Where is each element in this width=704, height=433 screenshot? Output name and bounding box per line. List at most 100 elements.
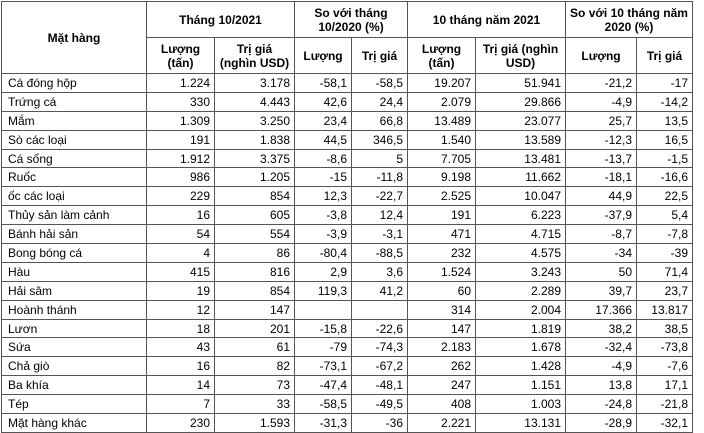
value-cell: -37,9 bbox=[565, 205, 637, 226]
value-cell: 3.250 bbox=[214, 110, 295, 131]
value-cell: 7.705 bbox=[407, 148, 476, 169]
value-cell: 33 bbox=[214, 394, 295, 415]
table-row: Trứng cá 330 4.443 42,6 24,4 2.079 29.866 -4,9-… bbox=[1, 91, 693, 112]
value-cell: 19.207 bbox=[407, 73, 476, 93]
value-cell: -18,1 bbox=[565, 167, 637, 188]
value-cell: 1.678 bbox=[475, 337, 566, 358]
table-row: Ba khía 14 73 -47,4 -48,1 247 1.151 13,8 17,1 bbox=[1, 375, 693, 396]
value-cell: 816 bbox=[214, 261, 295, 282]
value-cell: 10.047 bbox=[475, 186, 566, 207]
item-name-cell: Hải sâm bbox=[1, 280, 147, 301]
value-cell: 7 bbox=[146, 394, 215, 415]
value-cell: 1.309 bbox=[146, 110, 215, 131]
header-value-usd: Trị giá (nghìn USD) bbox=[214, 37, 295, 74]
item-name-cell: Mắm bbox=[1, 110, 147, 131]
value-cell: 13.589 bbox=[475, 129, 566, 150]
value-cell: -3,9 bbox=[294, 224, 352, 245]
value-cell: -34 bbox=[565, 243, 637, 263]
item-name-cell: Bánh hải sản bbox=[1, 224, 147, 245]
table-row: Chả giò 16 82 -73,1 -67,2 262 1.428 -4,9 -7,6 bbox=[1, 356, 693, 377]
value-cell: 71,4 bbox=[636, 261, 693, 282]
value-cell: 13.817 bbox=[636, 299, 693, 320]
value-cell: 1.838 bbox=[214, 129, 295, 150]
item-name-cell: Cá sống bbox=[1, 148, 147, 169]
item-name-cell: Lươn bbox=[1, 318, 147, 339]
value-cell: 16 bbox=[146, 356, 215, 377]
value-cell: -58,1 bbox=[294, 73, 352, 93]
value-cell: 314 bbox=[407, 299, 476, 320]
value-cell: 9.198 bbox=[407, 167, 476, 188]
value-cell: 13,8 bbox=[565, 375, 637, 396]
value-cell: 5,4 bbox=[636, 205, 693, 226]
value-cell: -15,8 bbox=[294, 318, 352, 339]
value-cell: -4,9 bbox=[565, 91, 637, 112]
value-cell: 51.941 bbox=[475, 73, 566, 93]
value-cell: 247 bbox=[407, 375, 476, 396]
table-row: Hàu 415 816 2,9 3,6 1.524 3.243 50 71,4 bbox=[1, 261, 693, 282]
value-cell: 119,3 bbox=[294, 280, 352, 301]
value-cell: 2.004 bbox=[475, 299, 566, 320]
value-cell: 2.079 bbox=[407, 91, 476, 112]
item-name-cell: Sò các loại bbox=[1, 129, 147, 150]
table-row: Thủy sản làm cảnh 16 605 -3,8 12,4 191 6.223 -3… bbox=[1, 205, 693, 226]
value-cell: 6.223 bbox=[475, 205, 566, 226]
value-cell: 554 bbox=[214, 224, 295, 245]
value-cell: 13.131 bbox=[475, 413, 566, 433]
value-cell: 17.366 bbox=[565, 299, 637, 320]
value-cell: 60 bbox=[407, 280, 476, 301]
value-cell: 5 bbox=[351, 148, 408, 169]
value-cell: 1.524 bbox=[407, 261, 476, 282]
header-vs-month-2020: So với tháng 10/2020 (%) bbox=[294, 1, 408, 38]
value-cell: 854 bbox=[214, 186, 295, 207]
table-row: Bong bóng cá 4 86 -80,4 -88,5 232 4.575 -34 -39 bbox=[1, 243, 693, 263]
value-cell: 1.205 bbox=[214, 167, 295, 188]
value-cell: -48,1 bbox=[351, 375, 408, 396]
value-cell: 1.428 bbox=[475, 356, 566, 377]
header-month-2021: Tháng 10/2021 bbox=[146, 1, 295, 38]
value-cell: 229 bbox=[146, 186, 215, 207]
header-value-pct: Trị giá bbox=[636, 37, 693, 74]
item-name-cell: Thủy sản làm cảnh bbox=[1, 205, 147, 226]
value-cell: 191 bbox=[146, 129, 215, 150]
value-cell: 232 bbox=[407, 243, 476, 263]
table-row: Cá đóng hộp 1.224 3.178 -58,1 -58,5 19.207 51.… bbox=[1, 73, 693, 93]
header-value-pct: Trị giá bbox=[351, 37, 408, 74]
item-name-cell: Hoành thánh bbox=[1, 299, 147, 320]
value-cell: -49,5 bbox=[351, 394, 408, 415]
header-row-2: Lượng (tấn) Trị giá (nghìn USD) Lượng Tr… bbox=[2, 37, 693, 74]
value-cell: 262 bbox=[407, 356, 476, 377]
value-cell: -3,8 bbox=[294, 205, 352, 226]
value-cell: 1.224 bbox=[146, 73, 215, 93]
value-cell: -8,7 bbox=[565, 224, 637, 245]
value-cell: 986 bbox=[146, 167, 215, 188]
table-row: Tép 7 33 -58,5 -49,5 408 1.003 -24,8 -21,8 bbox=[1, 394, 693, 415]
value-cell: 16,5 bbox=[636, 129, 693, 150]
item-name-cell: Ba khía bbox=[1, 375, 147, 396]
value-cell: -58,5 bbox=[351, 73, 408, 93]
value-cell: 3.243 bbox=[475, 261, 566, 282]
value-cell: -22,6 bbox=[351, 318, 408, 339]
value-cell: 12,3 bbox=[294, 186, 352, 207]
value-cell: 43 bbox=[146, 337, 215, 358]
table-row: Hoành thánh 12 147 314 2.004 17.366 13.817 bbox=[1, 299, 693, 320]
value-cell: 42,6 bbox=[294, 91, 352, 112]
value-cell: 147 bbox=[214, 299, 295, 320]
value-cell: 854 bbox=[214, 280, 295, 301]
value-cell: 2.221 bbox=[407, 413, 476, 433]
value-cell: -73,1 bbox=[294, 356, 352, 377]
value-cell: -7,6 bbox=[636, 356, 693, 377]
value-cell: -31,3 bbox=[294, 413, 352, 433]
value-cell: 3.178 bbox=[214, 73, 295, 93]
value-cell: 38,5 bbox=[636, 318, 693, 339]
value-cell: 19 bbox=[146, 280, 215, 301]
item-name-cell: Sứa bbox=[1, 337, 147, 358]
value-cell: 3,6 bbox=[351, 261, 408, 282]
value-cell: -79 bbox=[294, 337, 352, 358]
header-value-usd: Trị giá (nghìn USD) bbox=[475, 37, 566, 74]
table-row: Sò các loại 191 1.838 44,5 346,5 1.540 13.589-… bbox=[1, 129, 693, 150]
value-cell: 3.375 bbox=[214, 148, 295, 169]
value-cell: -1,5 bbox=[636, 148, 693, 169]
value-cell: 2.525 bbox=[407, 186, 476, 207]
item-name-cell: ốc các loại bbox=[1, 186, 147, 207]
